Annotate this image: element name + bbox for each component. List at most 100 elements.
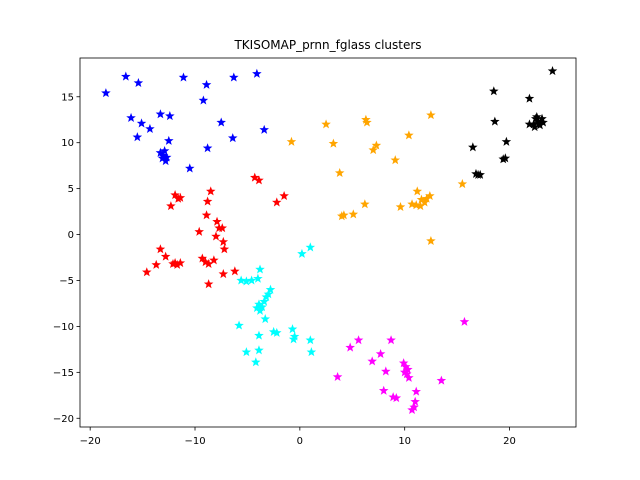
data-point (263, 289, 274, 299)
data-point (457, 179, 468, 189)
data-point (407, 405, 417, 415)
data-point (353, 335, 364, 345)
data-point (219, 244, 230, 254)
data-point (185, 163, 195, 173)
data-point (345, 342, 355, 352)
data-point (200, 257, 211, 267)
data-point (287, 324, 298, 334)
data-point (257, 302, 267, 312)
data-point (489, 86, 499, 96)
data-point (234, 320, 244, 330)
data-point (211, 231, 221, 241)
y-tick-label: 10 (61, 138, 74, 149)
data-point (145, 123, 155, 133)
data-point (328, 138, 339, 148)
data-point (348, 209, 359, 219)
data-point (250, 172, 260, 182)
data-point (538, 117, 548, 127)
data-point (409, 402, 419, 412)
x-tick-label: −10 (184, 436, 205, 447)
data-point (241, 347, 252, 357)
data-point (151, 259, 161, 269)
data-point (136, 118, 147, 128)
data-point (205, 186, 216, 196)
data-point (201, 79, 212, 89)
data-point (498, 154, 508, 164)
data-point (362, 117, 372, 127)
plot-frame (79, 57, 577, 428)
data-point (367, 356, 377, 366)
data-point (155, 244, 166, 254)
data-point (216, 117, 226, 127)
data-point (254, 175, 264, 185)
data-point (178, 72, 189, 82)
x-tick-label: 10 (398, 436, 411, 447)
y-tick-label: −20 (53, 414, 74, 425)
data-point (170, 258, 180, 268)
data-point (260, 314, 271, 324)
data-point (241, 276, 252, 286)
data-point (194, 226, 204, 236)
chart-title: TKISOMAP_prnn_fglass clusters (233, 38, 421, 52)
data-point (321, 119, 331, 129)
data-point (175, 258, 186, 268)
data-point (459, 316, 470, 326)
data-point (259, 296, 269, 306)
data-point (388, 392, 398, 402)
data-point (501, 136, 512, 146)
data-point (378, 385, 389, 395)
data-point (254, 330, 264, 340)
data-point (203, 258, 214, 268)
y-tick-label: −10 (53, 322, 74, 333)
data-point (218, 269, 229, 279)
data-point (425, 190, 435, 201)
data-point (155, 147, 166, 157)
data-point (395, 202, 406, 212)
series-4 (286, 110, 468, 246)
y-tick-label: −5 (59, 276, 74, 287)
data-point (288, 334, 299, 344)
data-point (475, 169, 485, 179)
data-point (426, 235, 436, 246)
data-point (535, 120, 545, 130)
data-point (259, 124, 269, 134)
data-point (537, 113, 547, 123)
data-point (404, 372, 414, 382)
data-point (229, 72, 239, 82)
data-point (410, 396, 420, 406)
data-point (404, 130, 414, 140)
series-5 (468, 66, 558, 179)
data-point (272, 327, 282, 337)
y-tick-label: 0 (68, 230, 74, 241)
data-point (255, 305, 265, 315)
data-point (533, 116, 543, 126)
data-point (230, 266, 240, 276)
data-point (155, 109, 166, 119)
data-point (198, 95, 209, 105)
data-point (159, 145, 170, 156)
data-point (400, 361, 411, 371)
data-point (490, 116, 500, 126)
data-point (279, 190, 289, 201)
data-point (399, 367, 410, 377)
data-point (166, 201, 176, 211)
data-point (202, 143, 213, 153)
data-point (532, 111, 542, 122)
data-point (368, 145, 378, 155)
data-point (212, 216, 222, 226)
data-point (360, 199, 370, 209)
data-point (252, 68, 262, 78)
data-point (371, 140, 382, 150)
data-point (306, 347, 317, 357)
y-tick-label: 15 (61, 92, 74, 103)
data-point (272, 197, 282, 207)
data-point (524, 119, 535, 129)
data-point (253, 273, 263, 283)
data-point (381, 366, 391, 376)
data-point (165, 111, 175, 121)
y-tick-label: −15 (53, 368, 74, 379)
x-tick-label: 0 (297, 436, 303, 447)
data-point (421, 193, 432, 203)
data-point (386, 335, 396, 345)
data-point (203, 279, 214, 289)
